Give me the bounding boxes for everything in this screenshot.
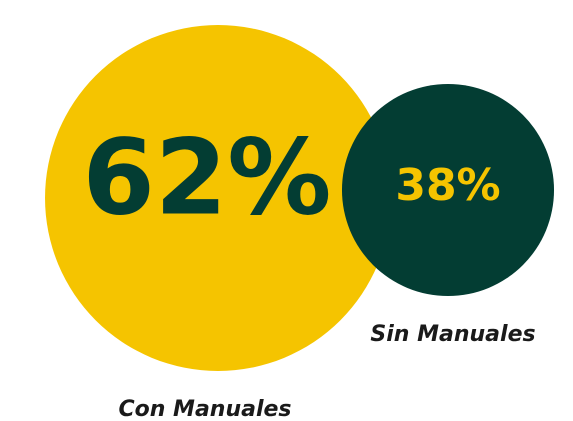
category-label: Con Manuales [118, 397, 291, 421]
value-label: 62% [83, 116, 332, 238]
bubble [45, 25, 391, 371]
bubble [341, 83, 555, 297]
category-label: Sin Manuales [370, 322, 535, 347]
value-label: 38% [395, 160, 500, 211]
